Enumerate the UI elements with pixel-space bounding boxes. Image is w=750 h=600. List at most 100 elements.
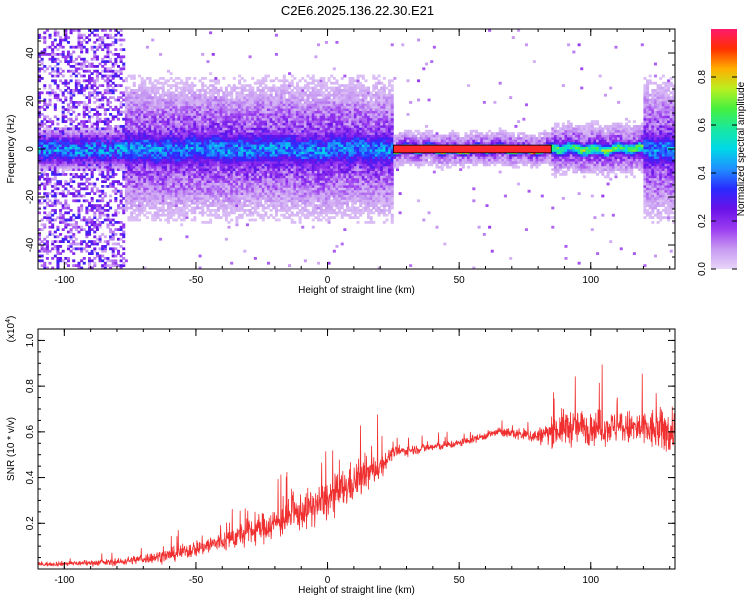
spectrogram-cell bbox=[85, 242, 89, 246]
spectrogram-cell bbox=[51, 204, 55, 207]
spectrogram-cell bbox=[272, 139, 276, 143]
spectrogram-cell bbox=[38, 165, 42, 169]
spectrogram-cell bbox=[219, 182, 223, 186]
spectrogram-cell bbox=[77, 161, 81, 164]
spectrogram-cell bbox=[48, 125, 52, 128]
spectrogram-cell bbox=[269, 204, 273, 207]
spectrogram-cell bbox=[72, 132, 76, 135]
spectrogram-cell bbox=[177, 120, 181, 123]
spectrogram-cell bbox=[80, 127, 84, 131]
spectrogram-cell bbox=[77, 266, 81, 269]
spectrogram-cell bbox=[264, 149, 268, 152]
spectrogram-cell bbox=[64, 158, 68, 162]
spectrogram-cell bbox=[235, 151, 239, 155]
spectrogram-cell bbox=[216, 89, 221, 92]
spectrogram-cell bbox=[274, 144, 278, 147]
spectrogram-cell bbox=[211, 192, 215, 195]
spectrogram-cell bbox=[190, 170, 194, 174]
spectrogram-cell bbox=[74, 221, 78, 224]
spectrogram-cell bbox=[201, 125, 205, 128]
spectrogram-cell bbox=[153, 105, 157, 109]
spectrogram-cell bbox=[77, 242, 81, 246]
spectrogram-cell bbox=[69, 141, 73, 145]
spectrogram-cell bbox=[151, 84, 155, 87]
spectrogram-cell bbox=[201, 96, 205, 99]
spectrogram-cell bbox=[169, 134, 173, 138]
spectrogram-cell bbox=[243, 113, 247, 116]
spectrogram-cell bbox=[40, 149, 44, 152]
spectrogram-cell bbox=[140, 134, 144, 138]
spectrogram-cell bbox=[253, 158, 257, 162]
spectrogram-cell bbox=[251, 86, 255, 90]
spectrogram-cell bbox=[209, 122, 213, 126]
spectrogram-cell bbox=[240, 89, 244, 92]
spectrogram-cell bbox=[138, 197, 142, 200]
spectrogram-cell bbox=[85, 36, 89, 39]
spectrogram-cell bbox=[261, 86, 265, 90]
spectrogram-cell bbox=[238, 101, 242, 104]
spectrogram-cell bbox=[245, 134, 249, 138]
spectrogram-cell bbox=[69, 105, 73, 109]
spectrogram-cell bbox=[180, 120, 184, 123]
spectrogram-cell bbox=[56, 225, 60, 229]
spectrogram-cell bbox=[227, 180, 231, 183]
spectrogram-cell bbox=[53, 218, 57, 222]
spectrogram-cell bbox=[235, 103, 239, 107]
spectrogram-cell bbox=[190, 168, 194, 171]
spectrogram-cell bbox=[56, 199, 60, 203]
spectrogram-cell bbox=[238, 139, 242, 143]
spectrogram-cell bbox=[240, 86, 244, 90]
spectrogram-cell bbox=[177, 180, 181, 183]
spectrogram-cell bbox=[261, 115, 265, 119]
spectrogram-cell bbox=[48, 117, 52, 121]
spectrogram-cell bbox=[259, 81, 263, 85]
spectrogram-cell bbox=[85, 127, 89, 131]
spectrogram-cell bbox=[138, 165, 142, 169]
spectrogram-cell bbox=[211, 101, 215, 104]
spectrogram-cell bbox=[195, 170, 199, 174]
spectrogram-cell bbox=[224, 108, 228, 111]
spectrogram-cell bbox=[90, 228, 94, 231]
spectrogram-cell bbox=[230, 137, 234, 140]
spectrogram-cell bbox=[103, 163, 107, 167]
spectrogram-cell bbox=[151, 158, 155, 162]
spectrogram-cell bbox=[219, 103, 223, 107]
spectrogram-cell bbox=[259, 120, 263, 123]
spectrogram-cell bbox=[45, 137, 49, 140]
spectrogram-cell bbox=[151, 216, 155, 219]
spectrogram-cell bbox=[222, 213, 226, 217]
spectrogram-cell bbox=[48, 65, 52, 68]
spectrogram-cell bbox=[103, 261, 107, 265]
spectrogram-cell bbox=[59, 211, 63, 215]
spectrogram-cell bbox=[185, 77, 189, 80]
spectrogram-cell bbox=[238, 137, 242, 140]
spectrogram-cell bbox=[82, 125, 86, 128]
spectrogram-cell bbox=[164, 108, 168, 111]
spectrogram-cell bbox=[82, 151, 86, 155]
spectrogram-cell bbox=[66, 127, 70, 131]
spectrogram-cell bbox=[40, 249, 44, 253]
spectrogram-cell bbox=[156, 137, 160, 140]
spectrogram-cell bbox=[45, 141, 49, 145]
spectrogram-cell bbox=[166, 211, 171, 215]
spectrogram-cell bbox=[143, 156, 147, 159]
spectrogram-cell bbox=[211, 84, 215, 87]
spectrogram-cell bbox=[53, 194, 57, 198]
spectrogram-cell bbox=[72, 105, 76, 109]
spectrogram-cell bbox=[166, 89, 171, 92]
spectrogram-cell bbox=[124, 185, 128, 188]
spectrogram-cell bbox=[243, 122, 247, 126]
spectrogram-cell bbox=[214, 86, 218, 90]
spectrogram-cell bbox=[211, 213, 215, 217]
spectrogram-cell bbox=[119, 254, 123, 258]
spectrogram-cell bbox=[85, 158, 89, 162]
spectrogram-cell bbox=[43, 144, 47, 147]
spectrogram-cell bbox=[224, 115, 228, 119]
spectrogram-cell bbox=[103, 257, 107, 260]
spectrogram-cell bbox=[219, 201, 223, 205]
spectrogram-cell bbox=[130, 120, 134, 123]
spectrogram-cell bbox=[159, 153, 163, 157]
spectrogram-cell bbox=[124, 96, 128, 99]
spectrogram-cell bbox=[166, 158, 171, 162]
spectrogram-cell bbox=[64, 221, 68, 224]
